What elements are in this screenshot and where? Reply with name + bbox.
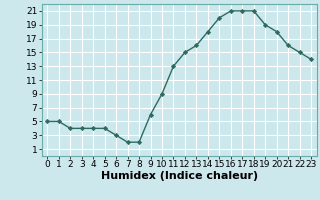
X-axis label: Humidex (Indice chaleur): Humidex (Indice chaleur) — [100, 171, 258, 181]
